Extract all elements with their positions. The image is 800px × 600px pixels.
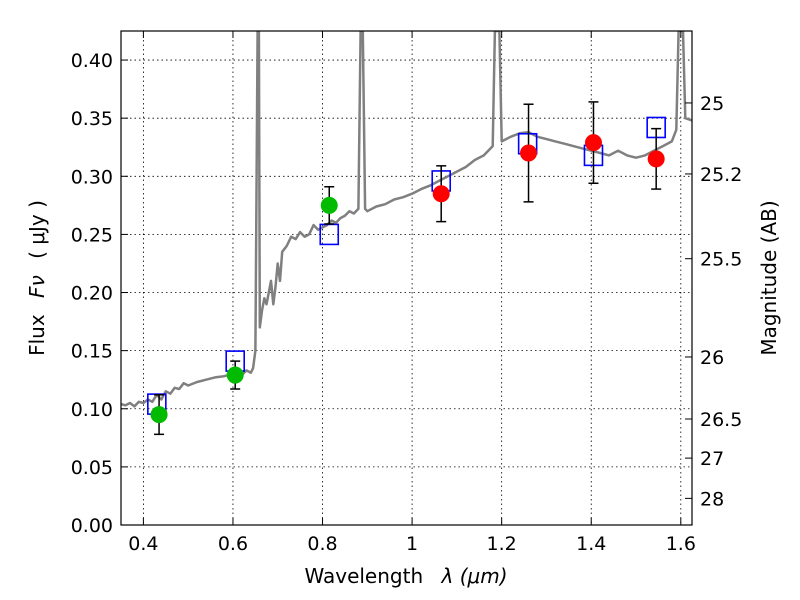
y-tick-label: 0.40	[71, 50, 113, 72]
y-axis-label-text: Flux	[25, 314, 49, 356]
y-axis-label: Flux Fν ( μJy )	[25, 200, 49, 356]
magnitude-tick-label: 25.2	[700, 164, 742, 186]
x-axis-label-math: λ (μm)	[441, 564, 508, 588]
model-spectrum	[121, 31, 692, 408]
y-axis-label-unit: ( μJy )	[25, 200, 49, 259]
y-tick-label: 0.25	[71, 224, 113, 246]
y-tick-label: 0.20	[71, 283, 113, 305]
plot-frame	[120, 30, 693, 526]
magnitude-tick-label: 26.5	[700, 409, 742, 431]
photometry-point	[150, 406, 168, 424]
photometry-point	[647, 150, 665, 168]
y-tick-label: 0.15	[71, 341, 113, 363]
magnitude-tick-label: 27	[700, 448, 724, 470]
magnitude-tick-label: 26	[700, 347, 724, 369]
x-tick-label: 0.4	[128, 533, 158, 555]
photometry-point	[520, 144, 538, 162]
x-tick-label: 1	[406, 533, 418, 555]
grid	[121, 31, 692, 526]
y-axis-ticks: 0.00 0.05 0.10 0.15 0.20 0.25 0.30 0.35 0.40	[71, 50, 128, 537]
photometry-point	[320, 196, 338, 214]
y-tick-label: 0.10	[71, 399, 113, 421]
x-tick-label: 1.4	[576, 533, 606, 555]
magnitude-tick-label: 28	[700, 488, 724, 510]
photometry-point	[432, 185, 450, 203]
x-axis-label-text: Wavelength	[304, 564, 423, 588]
x-tick-label: 1.2	[487, 533, 517, 555]
y-tick-label: 0.05	[71, 457, 113, 479]
x-axis-ticks: 0.4 0.6 0.8 1 1.2 1.4 1.6	[128, 31, 696, 555]
y-tick-label: 0.00	[71, 515, 113, 537]
y-axis-label-math: Fν	[25, 275, 49, 298]
magnitude-tick-label: 25	[700, 93, 724, 115]
y-tick-label: 0.35	[71, 108, 113, 130]
model-spectrum-line	[121, 31, 692, 408]
magnitude-tick-label: 25.5	[700, 249, 742, 271]
photometry-point	[584, 134, 602, 152]
x-tick-label: 0.6	[218, 533, 248, 555]
x-tick-label: 0.8	[307, 533, 337, 555]
photometry-point	[226, 366, 244, 384]
photometry-points	[147, 101, 666, 436]
x-tick-label: 1.6	[666, 533, 696, 555]
x-axis-label: Wavelength λ (μm)	[304, 564, 507, 588]
magnitude-axis-label: Magnitude (AB)	[757, 200, 781, 355]
y-tick-label: 0.30	[71, 166, 113, 188]
magnitude-axis-ticks: 25 25.2 25.5 26 26.5 27 28	[685, 93, 742, 510]
